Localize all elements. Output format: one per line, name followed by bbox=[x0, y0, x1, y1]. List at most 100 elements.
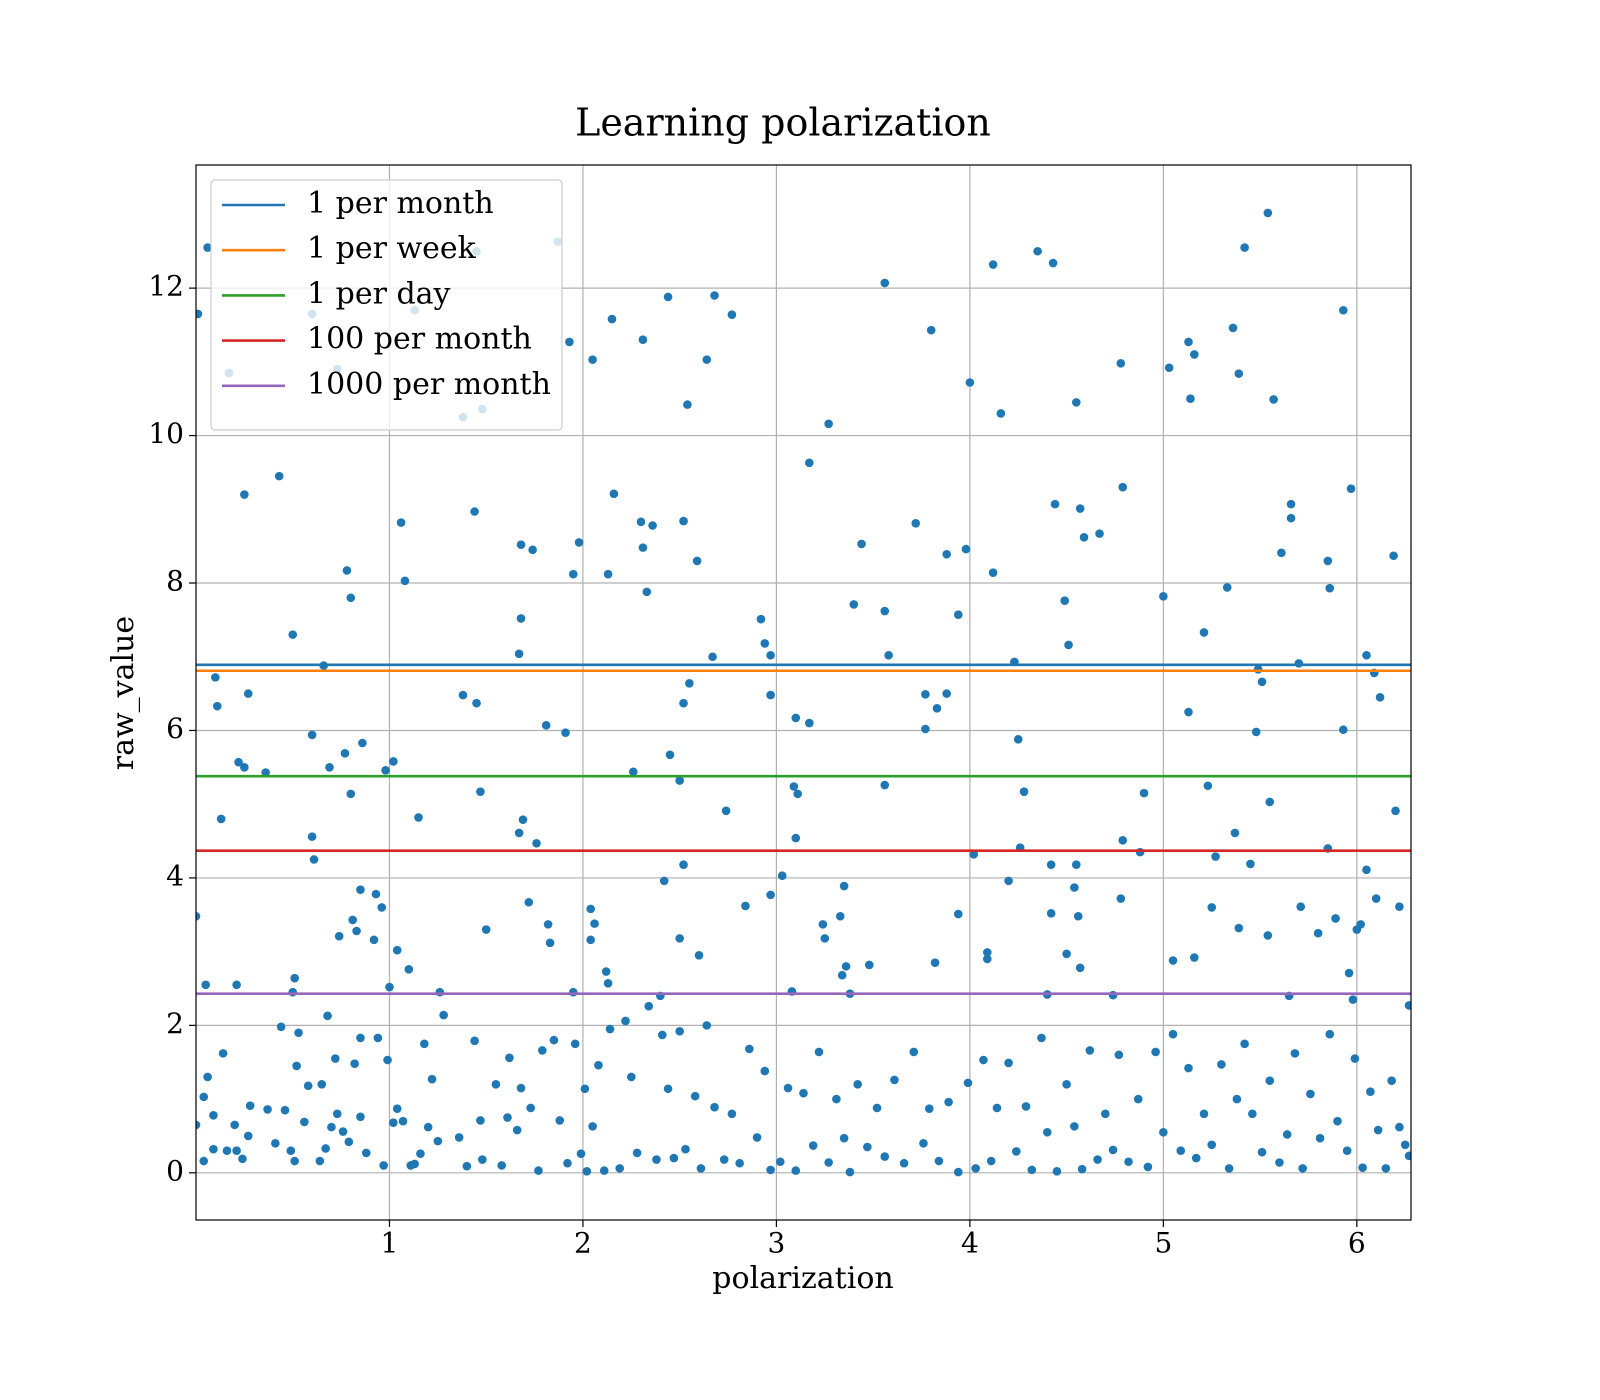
point bbox=[679, 698, 688, 708]
point bbox=[1263, 208, 1273, 218]
point bbox=[232, 980, 241, 990]
point bbox=[1356, 920, 1365, 929]
point bbox=[824, 1158, 833, 1167]
point bbox=[1286, 499, 1296, 509]
point bbox=[303, 1081, 313, 1091]
point bbox=[288, 987, 298, 997]
point bbox=[988, 568, 998, 577]
point bbox=[389, 1118, 398, 1127]
point bbox=[580, 1084, 590, 1094]
point bbox=[1203, 781, 1213, 791]
point bbox=[1012, 1147, 1021, 1156]
point bbox=[996, 409, 1006, 418]
point bbox=[1338, 725, 1348, 735]
point bbox=[702, 355, 712, 364]
point bbox=[644, 1001, 654, 1011]
point bbox=[1070, 883, 1079, 892]
point bbox=[760, 1066, 770, 1076]
point bbox=[570, 1039, 580, 1049]
point bbox=[1263, 931, 1273, 940]
point bbox=[1366, 1087, 1375, 1097]
point bbox=[944, 1097, 953, 1107]
point bbox=[601, 967, 611, 976]
point bbox=[953, 610, 963, 620]
point bbox=[1207, 903, 1217, 912]
point bbox=[516, 1083, 526, 1093]
point bbox=[1021, 1102, 1031, 1111]
point bbox=[379, 1161, 388, 1170]
point bbox=[1184, 707, 1193, 717]
point bbox=[404, 965, 414, 974]
point bbox=[911, 519, 921, 528]
point bbox=[1269, 395, 1278, 404]
point bbox=[1253, 664, 1263, 674]
point bbox=[1118, 482, 1128, 492]
point bbox=[1290, 1049, 1300, 1058]
point bbox=[261, 768, 270, 777]
point bbox=[1114, 1050, 1124, 1060]
point bbox=[979, 1055, 988, 1065]
point bbox=[1240, 243, 1249, 252]
point bbox=[315, 1156, 325, 1166]
point bbox=[992, 1103, 1002, 1113]
point bbox=[1052, 1167, 1062, 1176]
point bbox=[953, 1167, 963, 1177]
point bbox=[756, 614, 766, 624]
point bbox=[599, 1166, 609, 1175]
point bbox=[1093, 1155, 1102, 1164]
point bbox=[209, 1111, 218, 1120]
point bbox=[627, 1072, 636, 1082]
point bbox=[849, 600, 859, 609]
point bbox=[290, 973, 299, 983]
point bbox=[543, 920, 553, 929]
point bbox=[1050, 499, 1060, 509]
point bbox=[665, 750, 675, 760]
point bbox=[791, 833, 801, 843]
point bbox=[1184, 337, 1193, 347]
point bbox=[988, 260, 998, 269]
point bbox=[1124, 1157, 1133, 1167]
point bbox=[818, 920, 828, 929]
point bbox=[926, 325, 936, 335]
point bbox=[638, 543, 648, 552]
point bbox=[621, 1016, 630, 1026]
point bbox=[232, 1146, 241, 1155]
point bbox=[1077, 1164, 1087, 1174]
point bbox=[416, 1149, 425, 1158]
point bbox=[555, 1116, 565, 1125]
point bbox=[1159, 1127, 1168, 1137]
point bbox=[783, 1083, 793, 1093]
point bbox=[307, 832, 317, 841]
y-tick-label: 10 bbox=[148, 417, 184, 450]
point bbox=[1350, 1054, 1360, 1063]
point bbox=[845, 1167, 855, 1177]
point bbox=[839, 881, 849, 891]
point bbox=[276, 1022, 286, 1032]
point bbox=[675, 934, 684, 943]
point bbox=[383, 1055, 392, 1065]
point bbox=[396, 518, 406, 527]
point bbox=[657, 1030, 667, 1040]
point bbox=[1248, 1109, 1257, 1119]
point bbox=[491, 1080, 501, 1089]
point bbox=[921, 724, 930, 734]
point bbox=[1143, 1162, 1153, 1172]
point bbox=[1095, 529, 1104, 538]
point bbox=[1101, 1109, 1110, 1119]
legend-box bbox=[210, 179, 563, 431]
point bbox=[1019, 787, 1029, 796]
point bbox=[880, 606, 890, 616]
point bbox=[1224, 1164, 1234, 1173]
point bbox=[679, 516, 688, 526]
point bbox=[538, 1046, 547, 1055]
point bbox=[563, 1158, 572, 1168]
point bbox=[1230, 828, 1240, 838]
point bbox=[1168, 1029, 1178, 1039]
point bbox=[648, 521, 657, 530]
point bbox=[323, 1011, 332, 1021]
point bbox=[561, 728, 570, 737]
point bbox=[1331, 914, 1340, 923]
point bbox=[243, 689, 253, 698]
point bbox=[1373, 1125, 1383, 1135]
point bbox=[565, 337, 574, 347]
